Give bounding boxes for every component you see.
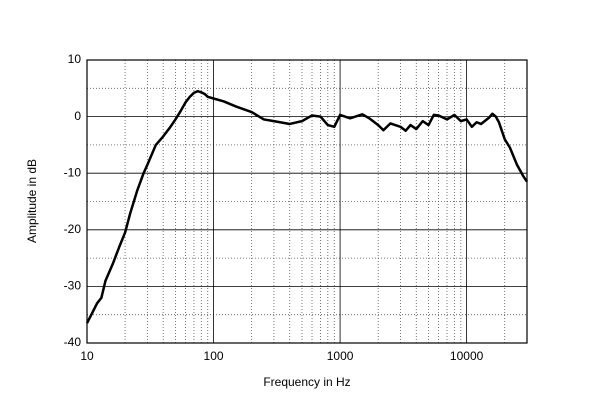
y-tick-label: -20 xyxy=(64,222,82,236)
plot-frame xyxy=(86,59,528,344)
x-tick-label: 100 xyxy=(204,349,224,363)
y-tick-label: 10 xyxy=(68,52,82,66)
y-axis-label: Amplitude in dB xyxy=(25,159,39,243)
y-tick-label: 0 xyxy=(74,109,81,123)
x-tick-label: 1000 xyxy=(327,349,354,363)
data-line xyxy=(85,89,529,324)
y-tick-label: -30 xyxy=(64,279,82,293)
x-axis-label: Frequency in Hz xyxy=(263,375,350,389)
x-tick-label: 10000 xyxy=(450,349,484,363)
y-tick-label: -40 xyxy=(64,335,82,349)
y-tick-label: -10 xyxy=(64,165,82,179)
x-tick-label: 10 xyxy=(80,349,94,363)
